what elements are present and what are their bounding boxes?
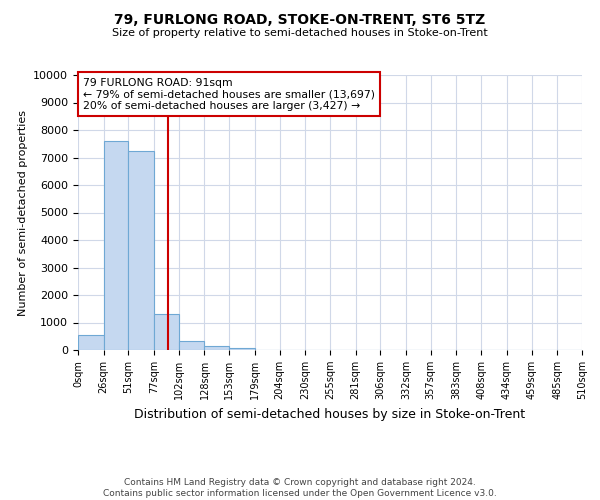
X-axis label: Distribution of semi-detached houses by size in Stoke-on-Trent: Distribution of semi-detached houses by … [134, 408, 526, 420]
Text: Contains HM Land Registry data © Crown copyright and database right 2024.
Contai: Contains HM Land Registry data © Crown c… [103, 478, 497, 498]
Text: 79 FURLONG ROAD: 91sqm
← 79% of semi-detached houses are smaller (13,697)
20% of: 79 FURLONG ROAD: 91sqm ← 79% of semi-det… [83, 78, 375, 111]
Y-axis label: Number of semi-detached properties: Number of semi-detached properties [18, 110, 28, 316]
Bar [179, 340, 205, 350]
Bar [205, 346, 229, 350]
Bar [154, 314, 179, 350]
Bar [78, 335, 104, 350]
Bar [128, 150, 154, 350]
Text: Size of property relative to semi-detached houses in Stoke-on-Trent: Size of property relative to semi-detach… [112, 28, 488, 38]
Text: 79, FURLONG ROAD, STOKE-ON-TRENT, ST6 5TZ: 79, FURLONG ROAD, STOKE-ON-TRENT, ST6 5T… [115, 12, 485, 26]
Bar [104, 141, 128, 350]
Bar [229, 348, 255, 350]
